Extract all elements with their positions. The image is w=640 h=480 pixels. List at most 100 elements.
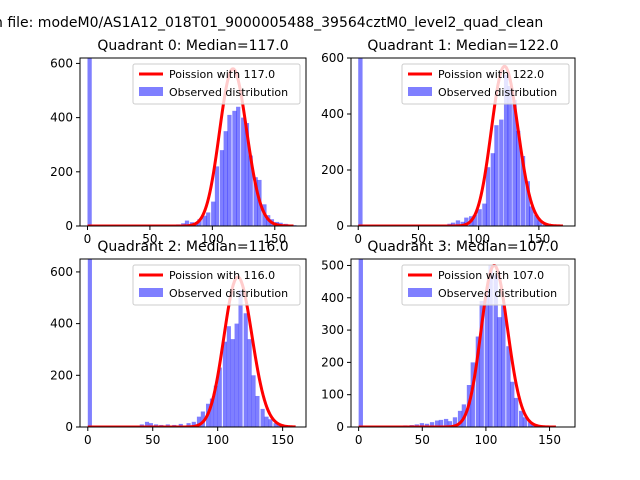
hist-bar xyxy=(144,421,150,427)
hist-bar xyxy=(494,125,499,226)
legend-box xyxy=(132,264,301,306)
x-tick-label: 0 xyxy=(355,433,363,447)
y-tick-label: 600 xyxy=(321,51,344,65)
hist-bar xyxy=(438,419,444,427)
y-tick-label: 400 xyxy=(321,107,344,121)
hist-bar xyxy=(243,313,248,427)
hist-bar xyxy=(537,220,543,226)
hist-bar xyxy=(534,214,539,226)
hist-bar xyxy=(236,106,241,226)
subplot-title: Quadrant 3: Median=107.0 xyxy=(367,239,558,255)
x-tick-label: 100 xyxy=(467,232,490,246)
hist-bar xyxy=(260,408,265,427)
hist-bar xyxy=(268,419,273,427)
hist-bar-zero-spike xyxy=(358,58,363,226)
y-tick-label: 200 xyxy=(50,368,73,382)
hist-bar xyxy=(435,420,440,427)
legend-label: Poission with 107.0 xyxy=(438,269,544,282)
hist-bar xyxy=(499,119,504,226)
hist-bar xyxy=(501,304,506,427)
subplot-quadrant-0: 0 50 100 150 0 200 400 600 Quadrant 0: Median=11… xyxy=(50,38,307,246)
hist-bar xyxy=(512,100,517,226)
y-tick-label: 0 xyxy=(65,420,73,434)
x-tick-label: 100 xyxy=(201,232,224,246)
hist-bar xyxy=(429,422,435,427)
hist-bar xyxy=(443,418,449,427)
x-tick-label: 0 xyxy=(84,433,92,447)
axes-frame xyxy=(350,258,576,428)
hist-bar xyxy=(226,326,231,427)
subplot-quadrant-3: 0 50 100 150 0 100 200 300 400 500 Quadrant 3: Med… xyxy=(321,239,576,447)
x-tick-label: 150 xyxy=(263,232,286,246)
hist-bar xyxy=(455,220,461,226)
legend-swatch-patch xyxy=(408,288,432,297)
hist-bar xyxy=(186,423,191,427)
hist-bar xyxy=(419,423,425,427)
hist-bar xyxy=(232,110,237,226)
y-tick-label: 0 xyxy=(65,219,73,233)
legend-box xyxy=(401,264,570,306)
hist-bar xyxy=(447,421,453,427)
hist-bar xyxy=(148,423,153,427)
y-tick-label: 200 xyxy=(50,165,73,179)
hist-bar xyxy=(484,291,489,427)
subplot-grid: 0 50 100 150 0 200 400 600 Quadrant 0: Median=11… xyxy=(50,38,576,447)
hist-bar xyxy=(211,201,216,226)
subplot-title: Quadrant 1: Median=122.0 xyxy=(367,38,558,54)
legend: Poission with 116.0 Observed distribution xyxy=(132,264,301,306)
axes-frame xyxy=(350,57,576,227)
hist-bar xyxy=(527,422,533,427)
hist-bar xyxy=(255,395,260,427)
x-tick-label: 150 xyxy=(271,433,294,447)
hist-bar xyxy=(238,290,243,427)
y-tick-label: 500 xyxy=(321,258,344,272)
x-tick-label: 0 xyxy=(84,232,92,246)
hist-bar xyxy=(488,265,493,427)
hist-bar xyxy=(525,181,530,226)
y-tick-label: 400 xyxy=(50,317,73,331)
plot-area xyxy=(87,259,296,427)
x-tick-label: 50 xyxy=(145,433,160,447)
plot-area xyxy=(87,58,297,226)
hist-bar-zero-spike xyxy=(358,259,363,427)
y-tick-label: 200 xyxy=(321,355,344,369)
hist-bar xyxy=(214,166,220,226)
x-tick-label: 150 xyxy=(538,433,561,447)
hist-bar xyxy=(202,215,207,226)
subplot-quadrant-2: 0 50 100 150 0 200 400 600 Quadrant 2: Median=11… xyxy=(50,239,307,447)
hist-bar xyxy=(475,336,481,427)
hist-bar xyxy=(522,417,528,427)
poisson-line xyxy=(87,67,294,226)
y-tick-label: 100 xyxy=(321,388,344,402)
hist-bar xyxy=(464,217,469,226)
hist-bar xyxy=(497,317,502,427)
hist-bar xyxy=(513,397,519,427)
legend-label: Poission with 117.0 xyxy=(169,68,275,81)
hist-bar xyxy=(184,220,190,226)
legend-label: Observed distribution xyxy=(438,287,557,300)
y-tick-label: 400 xyxy=(321,291,344,305)
hist-bar xyxy=(507,86,512,226)
legend: Poission with 117.0 Observed distribution xyxy=(132,63,301,105)
hist-bar xyxy=(247,339,252,427)
legend-box xyxy=(132,63,301,105)
hist-bar xyxy=(251,375,256,427)
subplot-title: Quadrant 0: Median=117.0 xyxy=(97,38,288,54)
hist-bar xyxy=(457,410,463,427)
hist-bar xyxy=(197,219,202,226)
hist-bar xyxy=(209,398,215,427)
hist-bar xyxy=(230,339,235,427)
hist-bar xyxy=(479,301,484,427)
hist-bar xyxy=(493,275,498,427)
hist-bar xyxy=(273,423,278,427)
x-tick-label: 150 xyxy=(527,232,550,246)
legend-swatch-patch xyxy=(139,288,163,297)
y-tick-label: 600 xyxy=(50,265,73,279)
x-tick-label: 50 xyxy=(411,232,426,246)
hist-bar xyxy=(506,346,511,427)
y-tick-label: 0 xyxy=(336,420,344,434)
legend-swatch-patch xyxy=(408,87,432,96)
hist-bar xyxy=(241,117,246,226)
x-tick-label: 100 xyxy=(206,433,229,447)
